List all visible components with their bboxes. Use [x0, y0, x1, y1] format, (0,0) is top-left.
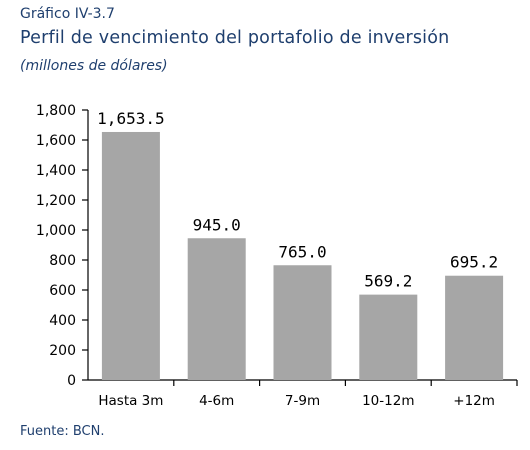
y-tick-label: 600: [49, 283, 76, 299]
y-tick-label: 1,600: [36, 133, 76, 149]
data-label: 765.0: [278, 242, 326, 261]
data-label: 1,653.5: [97, 109, 164, 128]
bar: [273, 265, 332, 380]
x-tick-label: 10-12m: [362, 393, 414, 409]
data-label: 695.2: [450, 253, 498, 272]
x-tick-label: 7-9m: [285, 393, 320, 409]
chart-label: Gráfico IV-3.7: [20, 6, 115, 22]
y-tick-label: 1,000: [36, 223, 76, 239]
x-tick-label: Hasta 3m: [98, 393, 163, 409]
y-tick-label: 200: [49, 343, 76, 359]
y-tick-label: 400: [49, 313, 76, 329]
data-label: 945.0: [193, 215, 241, 234]
bar: [359, 294, 418, 380]
y-tick-label: 1,800: [36, 103, 76, 119]
x-tick-label: +12m: [453, 393, 495, 409]
chart-title: Perfil de vencimiento del portafolio de …: [20, 28, 450, 48]
chart-subtitle: (millones de dólares): [20, 58, 168, 74]
y-tick-label: 800: [49, 253, 76, 269]
y-tick-label: 1,200: [36, 193, 76, 209]
data-label: 569.2: [364, 272, 412, 291]
bar: [101, 131, 160, 380]
y-tick-label: 1,400: [36, 163, 76, 179]
y-tick-label: 0: [67, 373, 76, 389]
bar: [445, 275, 504, 380]
bar: [187, 238, 246, 380]
source-note: Fuente: BCN.: [20, 424, 105, 439]
x-tick-label: 4-6m: [199, 393, 234, 409]
